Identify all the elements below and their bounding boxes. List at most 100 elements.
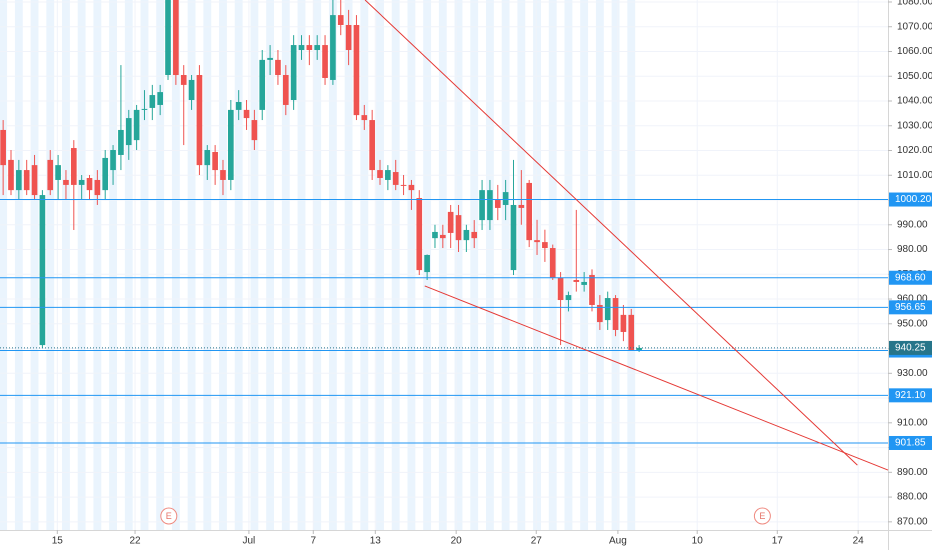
candle-body bbox=[204, 150, 211, 166]
candle-body bbox=[86, 177, 93, 191]
candle-body bbox=[502, 192, 509, 205]
x-tick-label: Aug bbox=[609, 536, 627, 547]
event-label: E bbox=[759, 511, 765, 521]
candle-body bbox=[549, 248, 556, 278]
level-badge bbox=[889, 388, 932, 403]
session-stripe bbox=[266, 0, 275, 530]
stripes bbox=[0, 0, 636, 530]
x-tick-label: 27 bbox=[531, 536, 543, 547]
candle-body bbox=[565, 295, 572, 301]
candle-body bbox=[322, 45, 328, 78]
session-stripe bbox=[580, 0, 589, 530]
session-stripe bbox=[203, 0, 212, 530]
candle-body bbox=[330, 15, 336, 80]
session-stripe bbox=[470, 0, 479, 530]
y-tick-label: 1040.00 bbox=[897, 96, 932, 107]
candle-body bbox=[494, 200, 501, 208]
candle-body bbox=[573, 279, 580, 282]
candle-body bbox=[510, 204, 517, 271]
x-tick-label: 20 bbox=[451, 536, 463, 547]
session-stripe bbox=[376, 0, 384, 530]
candle-body bbox=[353, 25, 360, 116]
candle-body bbox=[125, 118, 132, 146]
candle-body bbox=[212, 151, 218, 171]
candle-body bbox=[94, 179, 101, 196]
candle-body bbox=[267, 57, 273, 60]
candle-body bbox=[432, 231, 438, 239]
y-tick-label: 870.00 bbox=[897, 516, 928, 527]
candle-body bbox=[141, 108, 148, 110]
session-stripe bbox=[109, 0, 117, 530]
y-tick-label: 880.00 bbox=[897, 492, 928, 503]
session-stripe bbox=[187, 0, 196, 530]
last-price-label: 940.25 bbox=[895, 343, 926, 354]
candle-body bbox=[220, 170, 226, 180]
candle-body bbox=[306, 45, 313, 51]
session-stripe bbox=[533, 0, 541, 530]
candle-body bbox=[110, 150, 116, 171]
session-stripe bbox=[77, 0, 86, 530]
x-tick-label: 10 bbox=[692, 536, 704, 547]
candle-body bbox=[337, 15, 344, 26]
session-stripe bbox=[30, 0, 39, 530]
candle-body bbox=[463, 229, 470, 241]
y-tick-label: 910.00 bbox=[897, 417, 928, 428]
event-marker bbox=[160, 507, 178, 525]
candle-body bbox=[188, 79, 195, 101]
trend-line bbox=[364, 0, 858, 466]
y-tick-label: 1080.00 bbox=[897, 0, 932, 8]
candle-body bbox=[526, 182, 533, 241]
candle-body bbox=[377, 170, 383, 178]
x-tick-label: 22 bbox=[129, 536, 141, 547]
candle-body bbox=[39, 195, 46, 346]
session-stripe bbox=[595, 0, 604, 530]
event-marker bbox=[753, 507, 771, 525]
session-stripe bbox=[627, 0, 636, 530]
candle-body bbox=[620, 314, 627, 332]
candle-body bbox=[447, 211, 454, 233]
session-stripe bbox=[360, 0, 369, 530]
session-stripe bbox=[281, 0, 290, 530]
trend-line bbox=[424, 285, 889, 471]
session-stripe bbox=[517, 0, 526, 530]
candle-body bbox=[612, 298, 619, 330]
candle-body bbox=[628, 314, 635, 351]
candle-body bbox=[314, 45, 321, 51]
candle-body bbox=[604, 298, 611, 321]
candle-body bbox=[55, 165, 61, 180]
candle-body bbox=[118, 129, 124, 155]
session-stripe bbox=[454, 0, 463, 530]
level-label: 956.65 bbox=[895, 302, 926, 313]
event-label: E bbox=[166, 511, 172, 521]
session-stripe bbox=[46, 0, 55, 530]
candle-body bbox=[0, 129, 6, 166]
candle-body bbox=[290, 45, 297, 101]
candle-body bbox=[47, 159, 54, 191]
plot bbox=[0, 0, 888, 530]
candle-body bbox=[298, 45, 305, 51]
session-stripe bbox=[611, 0, 620, 530]
candle-body bbox=[557, 277, 564, 301]
candle-body bbox=[400, 184, 407, 186]
session-stripe bbox=[501, 0, 510, 530]
candle-body bbox=[471, 231, 478, 239]
level-badge bbox=[889, 435, 932, 450]
level-label: 1000.20 bbox=[895, 194, 932, 205]
session-stripe bbox=[328, 0, 337, 530]
y-tick-label: 1010.00 bbox=[897, 170, 932, 181]
candle-body bbox=[180, 75, 187, 85]
session-stripe bbox=[297, 0, 306, 530]
candle-body bbox=[149, 95, 156, 108]
candle-body bbox=[196, 75, 203, 166]
candle-body bbox=[282, 75, 289, 105]
session-stripe bbox=[234, 0, 243, 530]
level-label: 901.85 bbox=[895, 438, 926, 449]
candle-body bbox=[534, 240, 540, 243]
candle-body bbox=[243, 109, 250, 119]
session-stripe bbox=[407, 0, 416, 530]
session-stripe bbox=[391, 0, 400, 530]
level-label: 921.10 bbox=[895, 390, 926, 401]
session-stripe bbox=[438, 0, 447, 530]
